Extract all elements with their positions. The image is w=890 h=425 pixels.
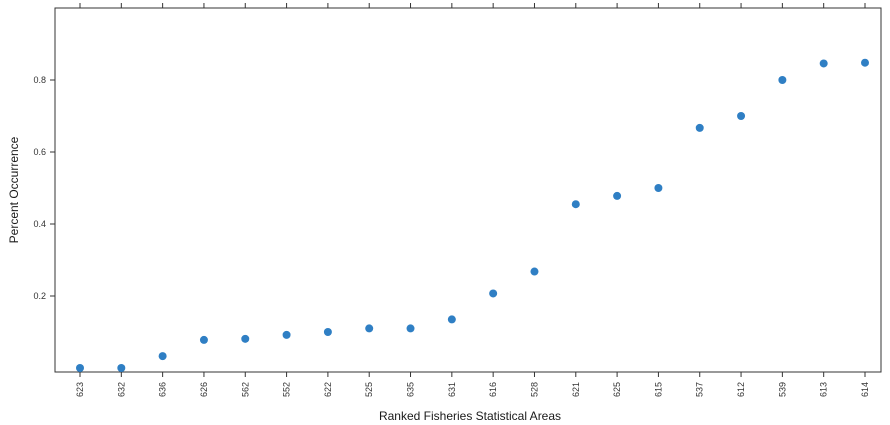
data-point	[819, 59, 828, 68]
y-tick-label: 0.4	[33, 219, 46, 229]
data-point	[365, 324, 374, 333]
x-tick-label: 621	[571, 382, 581, 397]
data-point	[737, 112, 746, 120]
x-tick-label: 614	[860, 382, 870, 397]
data-point	[323, 328, 332, 336]
data-point	[861, 58, 869, 67]
y-tick-label: 0.2	[33, 291, 46, 301]
data-point	[613, 191, 622, 200]
data-point	[571, 200, 580, 209]
x-tick-label: 622	[323, 382, 333, 397]
data-point	[447, 315, 456, 324]
x-tick-label: 528	[529, 382, 539, 397]
y-tick-label: 0.6	[33, 147, 46, 157]
x-tick-label: 562	[240, 382, 250, 397]
x-tick-label: 623	[75, 382, 85, 397]
x-tick-label: 636	[158, 382, 168, 397]
x-tick-label: 539	[777, 382, 787, 397]
x-tick-label: 635	[406, 382, 416, 397]
x-tick-label: 631	[447, 382, 457, 397]
y-axis-label: Percent Occurrence	[7, 136, 21, 243]
data-point	[199, 335, 208, 344]
y-axis: 0.2 0.4 0.6 0.8	[33, 75, 55, 301]
data-point	[654, 184, 663, 192]
x-tick-label: 552	[282, 382, 292, 397]
data-point	[489, 289, 498, 298]
data-point	[778, 76, 787, 84]
plot-frame	[54, 7, 882, 373]
data-point	[406, 324, 415, 333]
x-axis: 623 632 636 626 562 552 622 525 635 631 616 528 621 6…	[75, 3, 870, 397]
data-point	[530, 267, 539, 276]
x-tick-label: 615	[653, 382, 663, 397]
y-tick-label: 0.8	[33, 75, 46, 85]
data-point	[282, 330, 291, 339]
x-tick-label: 525	[364, 382, 374, 397]
data-point	[117, 364, 126, 372]
data-points	[76, 58, 869, 372]
x-tick-label: 613	[819, 382, 829, 397]
x-tick-label: 632	[116, 382, 126, 397]
x-tick-label: 616	[488, 382, 498, 397]
data-point	[76, 364, 84, 372]
data-point	[241, 334, 250, 343]
x-tick-label: 612	[736, 382, 746, 397]
data-point	[158, 352, 167, 361]
data-point	[695, 123, 704, 132]
x-tick-label: 537	[695, 382, 705, 397]
x-tick-label: 626	[199, 382, 209, 397]
x-axis-label: Ranked Fisheries Statistical Areas	[379, 409, 561, 423]
x-tick-label: 625	[612, 382, 622, 397]
